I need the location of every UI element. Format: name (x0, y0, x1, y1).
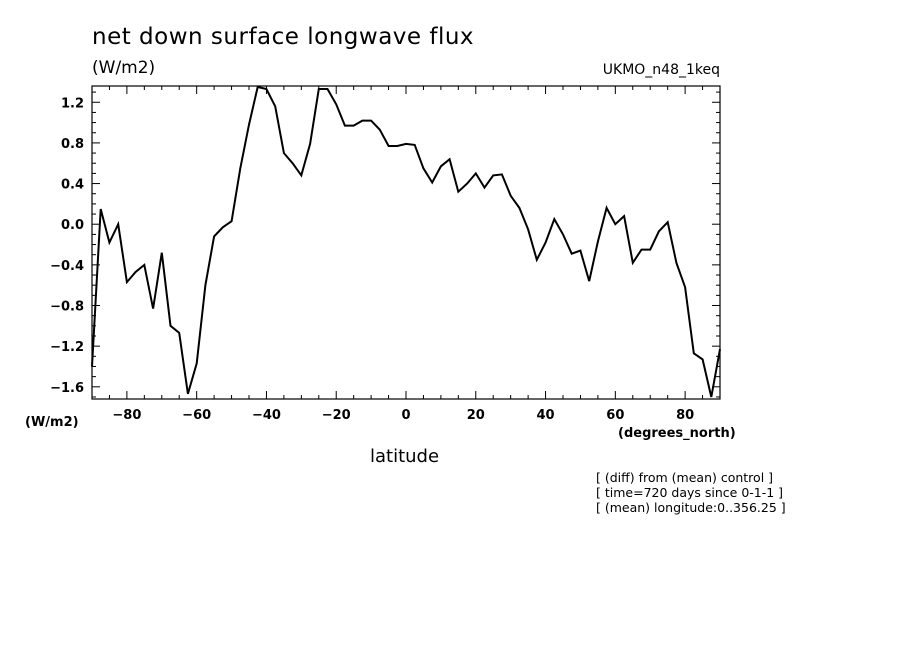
annotation-notes: [ (diff) from (mean) control ] [ time=72… (596, 470, 786, 515)
series-line (91, 85, 721, 398)
plot-frame (91, 85, 721, 400)
title-units: (W/m2) (92, 58, 156, 78)
y-tick-label: −1.2 (50, 340, 84, 355)
y-axis-units: (W/m2) (25, 415, 79, 430)
y-tick-label: 0.8 (61, 137, 84, 152)
x-tick-label: 80 (676, 408, 694, 423)
note-line: [ (diff) from (mean) control ] (596, 470, 774, 485)
x-axis-units: (degrees_north) (618, 426, 736, 441)
x-axis-label: latitude (370, 446, 440, 467)
x-tick-label: −60 (182, 408, 211, 423)
y-tick-label: 0.0 (61, 218, 84, 233)
y-tick-label: 1.2 (61, 96, 84, 111)
note-line: [ time=720 days since 0-1-1 ] (596, 485, 784, 500)
y-tick-label: 0.4 (61, 178, 84, 193)
x-tick-label: −20 (322, 408, 351, 423)
x-tick-label: 40 (537, 408, 555, 423)
chart-title: net down surface longwave flux (92, 24, 475, 50)
x-tick-label: −80 (112, 408, 141, 423)
x-tick-label: −40 (252, 408, 281, 423)
x-tick-label: 0 (401, 408, 410, 423)
y-tick-label: −0.4 (50, 259, 84, 274)
note-line: [ (mean) longitude:0..356.25 ] (596, 500, 786, 515)
x-tick-label: 60 (606, 408, 624, 423)
y-tick-label: −1.6 (50, 381, 84, 396)
y-tick-label: −0.8 (50, 300, 84, 315)
model-label: UKMO_n48_1keq (602, 62, 720, 78)
x-tick-label: 20 (467, 408, 485, 423)
